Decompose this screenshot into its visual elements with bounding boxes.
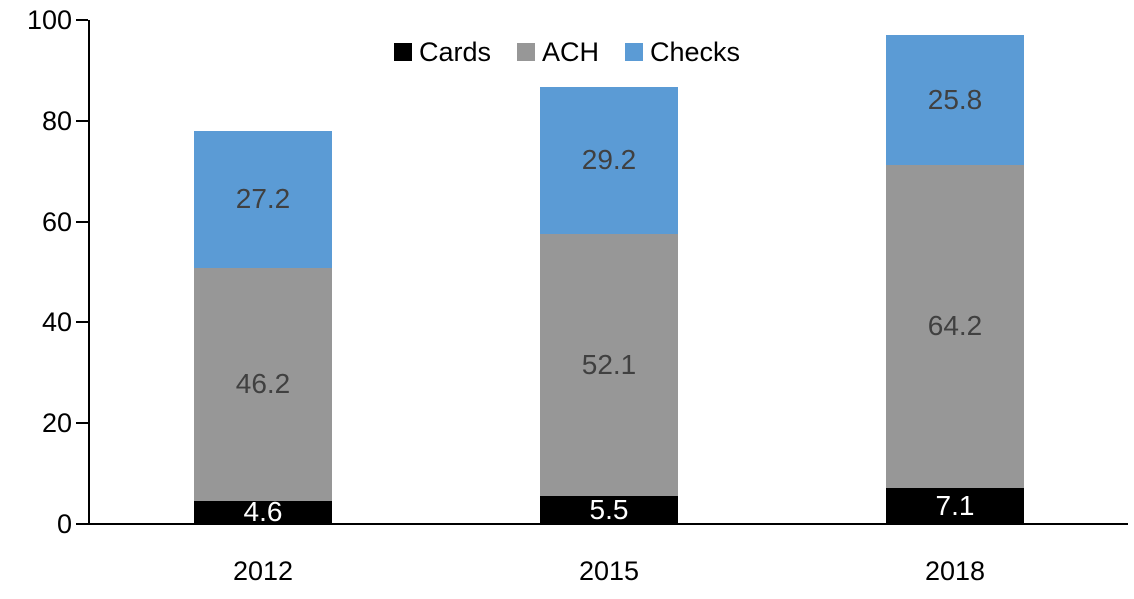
data-label-cards-2012: 4.6	[243, 496, 283, 528]
y-axis-tick-0	[76, 523, 88, 525]
y-axis-tick-label-60: 60	[41, 206, 72, 237]
legend: Cards ACH Checks	[0, 38, 1134, 66]
y-axis-tick-label-20: 20	[41, 408, 72, 439]
legend-item-checks: Checks	[625, 38, 740, 66]
x-axis-line	[76, 523, 1128, 525]
data-label-checks-2015: 29.2	[581, 144, 637, 176]
bar-segment-ach-2018	[885, 164, 1025, 489]
data-label-cards-2015: 5.5	[589, 494, 629, 526]
bar-segment-cards-2018	[885, 488, 1025, 524]
y-axis-tick-20	[76, 422, 88, 425]
bar-segment-ach-2012	[193, 267, 333, 501]
y-axis-tick-80	[76, 119, 88, 122]
y-axis-tick-label-40: 40	[41, 307, 72, 338]
data-label-ach-2015: 52.1	[581, 348, 637, 380]
x-axis-label-2018: 2018	[924, 556, 986, 586]
data-label-cards-2018: 7.1	[935, 490, 975, 522]
data-label-checks-2012: 27.2	[235, 183, 291, 215]
checks-swatch-icon	[625, 43, 643, 61]
bar-segment-checks-2015	[539, 86, 679, 234]
y-axis-tick-100	[76, 19, 88, 21]
data-label-ach-2018: 64.2	[927, 310, 983, 342]
x-axis-label-2012: 2012	[232, 556, 294, 586]
y-axis-line	[88, 20, 90, 525]
y-axis-tick-60	[76, 220, 88, 223]
bar-segment-checks-2012	[193, 130, 333, 268]
legend-item-ach: ACH	[516, 37, 599, 67]
x-axis-label-2015: 2015	[578, 556, 640, 586]
bar-segment-ach-2015	[539, 233, 679, 497]
y-axis-tick-label-80: 80	[41, 105, 72, 136]
bar-segment-cards-2012	[193, 500, 333, 524]
legend-label-cards: Cards	[418, 37, 491, 67]
y-axis-tick-40	[76, 321, 88, 324]
data-label-ach-2012: 46.2	[235, 368, 291, 400]
ach-swatch-icon	[516, 43, 535, 61]
bar-segment-checks-2018	[885, 34, 1025, 165]
bar-segment-cards-2015	[539, 496, 679, 524]
legend-label-checks: Checks	[650, 37, 741, 67]
y-axis-tick-label-0: 0	[56, 509, 72, 539]
legend-label-ach: ACH	[541, 37, 599, 67]
data-label-checks-2018: 25.8	[927, 83, 983, 115]
y-axis-tick-label-100: 100	[26, 5, 72, 35]
cards-swatch-icon	[393, 43, 412, 61]
legend-item-cards: Cards	[393, 37, 491, 67]
